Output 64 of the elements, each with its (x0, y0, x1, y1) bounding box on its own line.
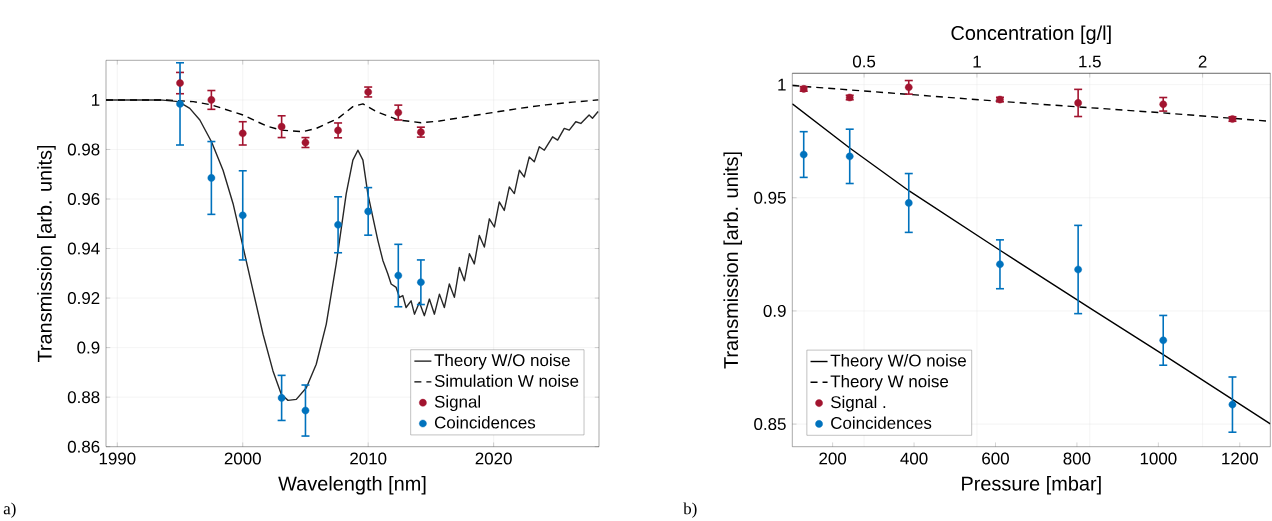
legend-label: Simulation W noise (434, 374, 579, 387)
point (394, 108, 403, 117)
point (238, 129, 247, 138)
point (277, 394, 286, 402)
y-tick-label: 1 (778, 78, 786, 91)
y-tick-label: 0.95 (754, 191, 786, 204)
point (904, 199, 913, 207)
point (1228, 400, 1237, 409)
x2-axis-title: Concentration [g/l] (951, 25, 1111, 44)
y-tick-label: 1 (92, 94, 100, 106)
x-tick-label: 1990 (99, 452, 136, 465)
x-axis-title: Pressure [mbar] (962, 476, 1101, 495)
point (334, 126, 342, 135)
legend-label: Theory W noise (830, 374, 949, 391)
point (799, 150, 808, 159)
x-tick-label: 1200 (1222, 452, 1258, 465)
y-tick-label: 0.9 (763, 304, 786, 317)
point (277, 122, 286, 131)
x-tick-label: 200 (819, 452, 847, 465)
y-tick-label: 0.88 (67, 391, 100, 404)
point (334, 220, 342, 229)
point (1074, 265, 1082, 274)
legend-label: Theory W/O noise (434, 353, 570, 370)
text: a) (3, 502, 16, 518)
y-tick-label: 0.94 (67, 242, 100, 255)
point (176, 100, 184, 108)
y-tick-label: 0.85 (754, 418, 786, 431)
x-tick-label: 800 (1063, 452, 1091, 465)
x-tick-label: 1000 (1140, 452, 1177, 465)
y-axis-title: Transmission [arb. units] (37, 145, 56, 363)
y-tick-label: 0.86 (67, 440, 100, 453)
legend-label: Coincidences (434, 416, 536, 429)
point (207, 96, 216, 104)
point (417, 278, 425, 287)
y-tick-label: 0.96 (67, 193, 100, 206)
x2-tick-label: 2 (1198, 55, 1207, 68)
point (394, 271, 403, 280)
x2-tick-label: 0.5 (852, 55, 876, 68)
legend-label: Signal . (831, 395, 886, 412)
point (364, 207, 372, 216)
x-tick-label: 600 (982, 452, 1009, 465)
point (301, 406, 310, 415)
point (996, 260, 1004, 269)
x-axis-title: Wavelength [nm] (278, 476, 426, 495)
legend-label: Theory W/O noise (830, 354, 966, 370)
y-tick-label: 0.9 (77, 341, 100, 354)
x2-tick-label: 1.5 (1079, 55, 1101, 68)
point (1074, 99, 1082, 107)
point (1159, 336, 1168, 345)
y-axis-title: Transmission [arb. units] (723, 152, 743, 369)
x-tick-label: 400 (900, 452, 928, 465)
x-tick-label: 2010 (350, 452, 387, 465)
x-tick-label: 2000 (224, 452, 261, 465)
point (238, 211, 247, 220)
x2-tick-label: 1 (973, 55, 981, 68)
point (845, 152, 854, 161)
point (207, 174, 216, 182)
text: b) (683, 502, 697, 518)
y-tick-label: 0.98 (67, 143, 100, 156)
legend-label: Signal (434, 395, 481, 412)
y-tick-label: 0.92 (67, 292, 100, 305)
x-tick-label: 2020 (475, 452, 512, 465)
legend-label: Coincidences (831, 416, 932, 429)
point (176, 79, 184, 87)
